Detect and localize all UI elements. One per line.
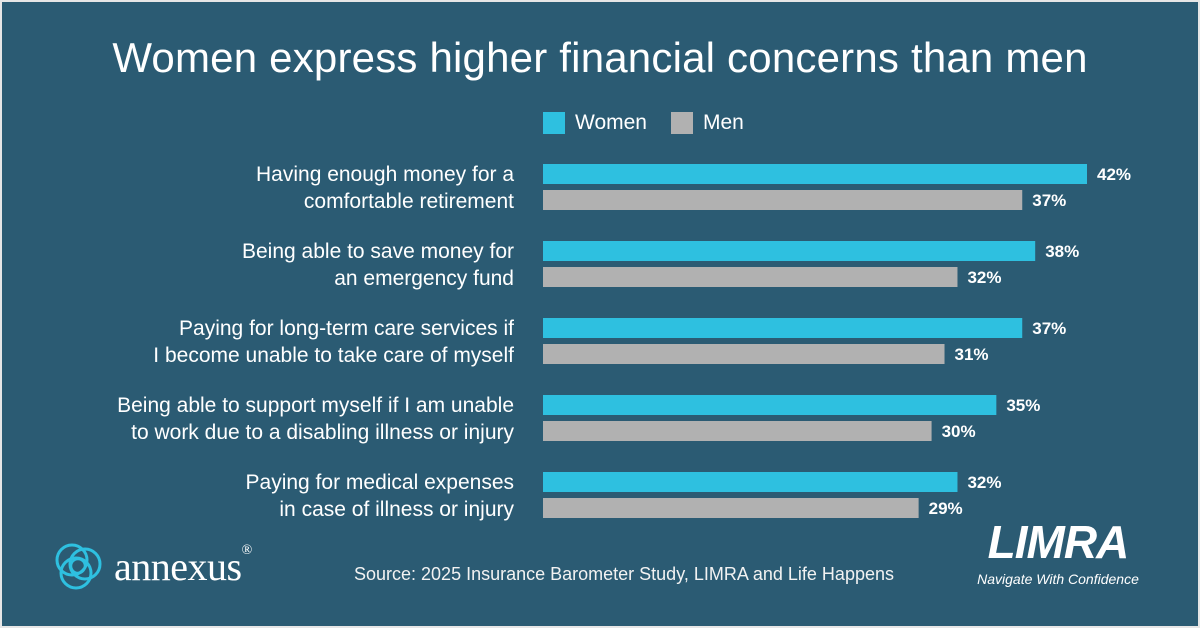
bar-women	[543, 318, 1023, 338]
category-label: an emergency fund	[334, 267, 514, 290]
legend-item-women: Women	[543, 111, 647, 135]
source-note: Source: 2025 Insurance Barometer Study, …	[354, 564, 894, 584]
value-label-men: 30%	[942, 422, 976, 441]
bar-men	[543, 190, 1023, 210]
annexus-logo: annexus®	[52, 540, 252, 592]
category-label: comfortable retirement	[304, 190, 514, 213]
legend-label-women: Women	[575, 111, 647, 134]
limra-tagline: Navigate With Confidence	[977, 571, 1139, 587]
registered-mark: ®	[241, 542, 253, 558]
bar-women	[543, 395, 997, 415]
value-label-women: 42%	[1097, 165, 1131, 184]
bar-women	[543, 164, 1087, 184]
annexus-name: annexus	[114, 543, 242, 589]
value-label-women: 37%	[1032, 319, 1066, 338]
legend-item-men: Men	[670, 111, 744, 135]
limra-logo: LIMRA Navigate With Confidence	[968, 515, 1148, 587]
legend-swatch-men	[670, 112, 693, 134]
value-label-men: 31%	[955, 345, 989, 364]
bar-women	[543, 241, 1036, 261]
category-label: Being able to support myself if I am una…	[117, 394, 514, 417]
annexus-wordmark: annexus®	[114, 543, 252, 590]
value-label-men: 37%	[1032, 191, 1066, 210]
bar-men	[543, 267, 958, 287]
category-label: to work due to a disabling illness or in…	[131, 421, 514, 444]
annexus-rings-icon	[55, 543, 102, 590]
category-label: Paying for long-term care services if	[179, 317, 514, 340]
bar-women	[543, 472, 958, 492]
category-label: Being able to save money for	[242, 240, 514, 263]
bar-men	[543, 421, 932, 441]
value-label-women: 35%	[1006, 396, 1040, 415]
limra-name: LIMRA	[987, 516, 1130, 568]
legend-swatch-women	[543, 112, 565, 134]
category-label: Having enough money for a	[256, 163, 514, 186]
value-label-men: 32%	[967, 268, 1001, 287]
category-label: I become unable to take care of myself	[153, 344, 514, 367]
legend: Women Men	[543, 111, 768, 135]
category-label: in case of illness or injury	[279, 498, 514, 521]
limra-wordmark: LIMRA	[968, 515, 1148, 569]
bar-men	[543, 344, 945, 364]
value-label-women: 32%	[967, 473, 1001, 492]
bar-men	[543, 498, 919, 518]
value-label-women: 38%	[1045, 242, 1079, 261]
chart-title: Women express higher financial concerns …	[112, 34, 1088, 81]
category-label: Paying for medical expenses	[246, 471, 514, 494]
legend-label-men: Men	[702, 111, 744, 134]
value-label-men: 29%	[929, 499, 963, 518]
